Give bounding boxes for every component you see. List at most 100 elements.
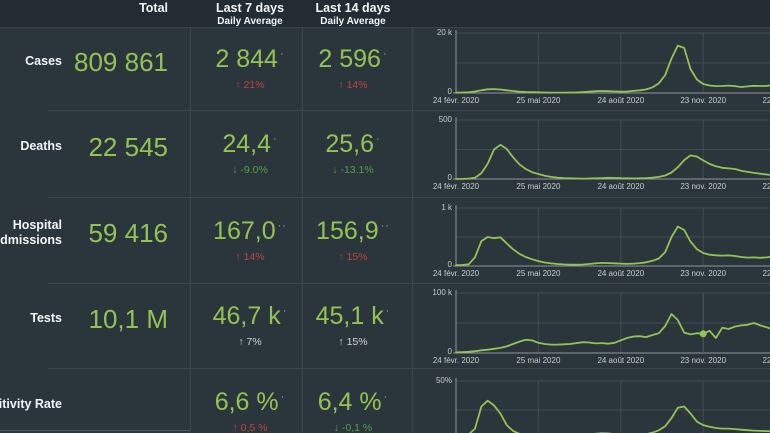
cases-14d-value: 2 596 · bbox=[318, 45, 387, 78]
chart-canvas bbox=[453, 290, 770, 354]
value-text: 156,9 bbox=[316, 216, 379, 245]
tests-14d-cell: 45,1 k · ↑ 15% bbox=[296, 283, 410, 368]
deaths-7d-change: ↓ -9.0% bbox=[232, 164, 268, 176]
header-last-14-days: Last 14 days Daily Average bbox=[296, 1, 410, 28]
chart-deaths-trend[interactable]: 500 0 24 févr. 2020 25 mai 2020 24 août 2020… bbox=[420, 110, 770, 197]
table-row-positivity-rate: Positivity Rate 6,6 %· ↑ 0,5 % 6,4 %· ↓ … bbox=[0, 368, 420, 433]
tests-total-value: 10,1 M bbox=[88, 303, 169, 334]
footnote-mark: · bbox=[385, 305, 391, 317]
value-text: 46,7 k bbox=[212, 302, 281, 330]
hospital-7d-change: ↑ 14% bbox=[235, 250, 265, 263]
x-tick-label: 22 févr. 2021 bbox=[762, 269, 770, 278]
cases-total-cell: 809 861 bbox=[68, 27, 168, 110]
cases-14d-cell: 2 596 · ↑ 14% bbox=[296, 27, 410, 110]
cases-7d-cell: 2 844 · ↑ 21% bbox=[192, 27, 308, 110]
value-text: 24,4 bbox=[222, 130, 271, 158]
value-text: 45,1 k bbox=[315, 302, 384, 330]
deaths-14d-change: ↓ -13.1% bbox=[332, 164, 374, 176]
column-divider bbox=[412, 27, 413, 433]
x-tick-label: 24 août 2020 bbox=[597, 96, 645, 105]
chart-canvas bbox=[455, 378, 770, 433]
chart-hospital-admissions-trend[interactable]: 1 k 0 24 févr. 2020 25 mai 2020 24 août 2020… bbox=[420, 197, 770, 283]
trend-line bbox=[455, 313, 770, 354]
row-label-hospital-admissions: Hospital Admissions bbox=[0, 218, 62, 247]
y-axis-max-label: 20 k bbox=[436, 28, 452, 37]
row-label-cases: Cases bbox=[25, 54, 62, 68]
table-header: Total Last 7 days Daily Average Last 14 … bbox=[0, 0, 770, 28]
x-tick-label: 24 févr. 2020 bbox=[432, 269, 480, 278]
x-tick-label: 24 févr. 2020 bbox=[432, 356, 480, 365]
row-divider bbox=[48, 110, 770, 111]
table-row-deaths: Deaths 22 545 24,4 · ↓ -9.0% 25,6 · ↓ -13.… bbox=[0, 110, 420, 197]
tests-7d-change: ↑ 7% bbox=[238, 336, 262, 348]
header-last-7-days-title: Last 7 days bbox=[215, 1, 285, 15]
hospital-14d-cell: 156,9 ·· ↑ 15% bbox=[296, 197, 410, 283]
x-tick-label: 22 févr. 2021 bbox=[762, 182, 770, 191]
deaths-total-value: 22 545 bbox=[88, 131, 168, 162]
chart-canvas bbox=[453, 117, 770, 180]
y-axis-zero-label: 0 bbox=[447, 173, 452, 182]
value-text: 2 844 bbox=[215, 45, 278, 73]
x-tick-label: 25 mai 2020 bbox=[516, 269, 561, 278]
tests-7d-cell: 46,7 k · ↑ 7% bbox=[192, 283, 308, 368]
hospital-total-value: 59 416 bbox=[88, 218, 168, 248]
x-tick-label: 23 nov. 2020 bbox=[680, 356, 727, 365]
tests-14d-change: ↑ 15% bbox=[338, 336, 368, 348]
footnote-mark: · bbox=[376, 133, 381, 145]
trend-line bbox=[455, 44, 770, 94]
hospital-7d-value: 167,0 ·· bbox=[213, 217, 287, 250]
x-tick-label: 22 févr. 2021 bbox=[762, 96, 770, 105]
cases-7d-value: 2 844 · bbox=[215, 45, 284, 78]
tests-14d-value: 45,1 k · bbox=[316, 302, 391, 335]
y-axis-zero-label: 0 bbox=[447, 260, 452, 269]
footnote-mark: · bbox=[383, 391, 389, 403]
trend-line bbox=[455, 225, 770, 266]
header-total: Total bbox=[139, 1, 168, 15]
row-label-tests: Tests bbox=[30, 311, 62, 325]
row-divider bbox=[48, 368, 770, 369]
x-tick-label: 23 nov. 2020 bbox=[680, 96, 727, 105]
hospital-14d-change: ↑ 15% bbox=[338, 250, 368, 263]
y-axis-max-label: 50% bbox=[435, 376, 452, 385]
row-label-deaths: Deaths bbox=[20, 139, 62, 153]
hospital-14d-value: 156,9 ·· bbox=[316, 217, 390, 250]
hospital-7d-cell: 167,0 ·· ↑ 14% bbox=[192, 197, 308, 283]
x-tick-label: 24 août 2020 bbox=[597, 356, 645, 365]
row-label-positivity-rate: Positivity Rate bbox=[0, 397, 62, 411]
positivity-14d-value: 6,4 % · bbox=[318, 388, 389, 421]
footnote-mark: · bbox=[282, 305, 288, 317]
chart-tests-trend[interactable]: 100 k 0 24 févr. 2020 25 mai 2020 24 août 20… bbox=[420, 283, 770, 368]
x-tick-label: 22 févr. 2021 bbox=[762, 356, 770, 365]
footnote-mark: ·· bbox=[277, 219, 287, 232]
y-axis-max-label: 500 bbox=[438, 115, 452, 124]
tests-7d-value: 46,7 k · bbox=[213, 302, 288, 335]
x-tick-label: 24 févr. 2020 bbox=[432, 96, 480, 105]
y-axis-zero-label: 0 bbox=[447, 87, 452, 96]
tests-total-cell: 10,1 M bbox=[68, 283, 169, 368]
footnote-mark: · bbox=[279, 48, 285, 60]
value-text: 25,6 bbox=[325, 130, 374, 158]
positivity-14d-change: ↓ -0,1 % bbox=[333, 422, 373, 433]
row-divider bbox=[48, 197, 770, 198]
chart-cases-trend[interactable]: 20 k 0 24 févr. 2020 25 mai 2020 24 août 202… bbox=[420, 27, 770, 110]
value-text: 2 596 bbox=[318, 45, 381, 73]
value-text: 6,6 % bbox=[214, 388, 279, 416]
cases-7d-change: ↑ 21% bbox=[235, 79, 265, 91]
footnote-mark: · bbox=[280, 391, 286, 403]
row-divider bbox=[48, 283, 770, 284]
footnote-mark: · bbox=[273, 133, 278, 145]
header-last-14-days-subtitle: Daily Average bbox=[320, 16, 386, 27]
x-tick-label: 25 mai 2020 bbox=[516, 182, 561, 191]
header-last-14-days-title: Last 14 days bbox=[315, 1, 391, 15]
chart-canvas bbox=[453, 205, 770, 267]
x-tick-label: 24 févr. 2020 bbox=[432, 182, 480, 191]
positivity-7d-cell: 6,6 % · ↑ 0,5 % bbox=[192, 368, 308, 433]
deaths-7d-cell: 24,4 · ↓ -9.0% bbox=[192, 110, 308, 197]
x-tick-label: 23 nov. 2020 bbox=[680, 269, 727, 278]
cases-total-value: 809 861 bbox=[74, 46, 168, 77]
positivity-7d-value: 6,6 % · bbox=[215, 388, 286, 421]
deaths-14d-value: 25,6 · bbox=[325, 130, 380, 163]
y-axis-zero-label: 0 bbox=[447, 347, 452, 356]
